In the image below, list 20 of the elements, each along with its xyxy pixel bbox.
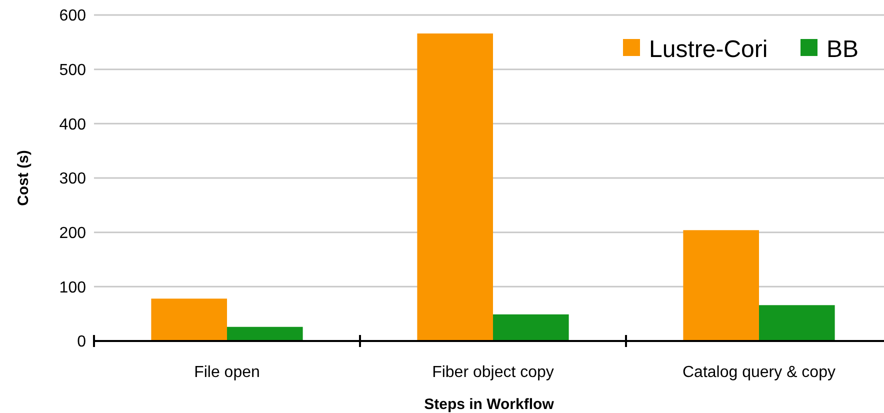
legend-label: Lustre-Cori [649, 36, 768, 63]
x-tick-label: File open [194, 364, 260, 381]
y-tick-label: 600 [59, 8, 86, 25]
y-tick-label: 300 [59, 170, 86, 188]
bar [493, 314, 569, 341]
y-tick-label: 400 [59, 116, 86, 134]
y-tick-label: 100 [59, 279, 86, 296]
bar [417, 33, 493, 341]
x-axis-title: Steps in Workflow [424, 396, 554, 413]
legend-label: BB [826, 36, 859, 63]
y-axis-title: Cost (s) [15, 150, 32, 206]
x-tick-label: Fiber object copy [432, 364, 554, 381]
bar [151, 298, 227, 341]
y-tick-label: 0 [77, 334, 86, 351]
y-tick-label: 500 [59, 62, 86, 79]
x-tick-label: Catalog query & copy [682, 364, 836, 381]
bar [227, 326, 303, 341]
bar [683, 230, 759, 341]
bar [759, 305, 835, 341]
y-tick-label: 200 [59, 224, 86, 242]
